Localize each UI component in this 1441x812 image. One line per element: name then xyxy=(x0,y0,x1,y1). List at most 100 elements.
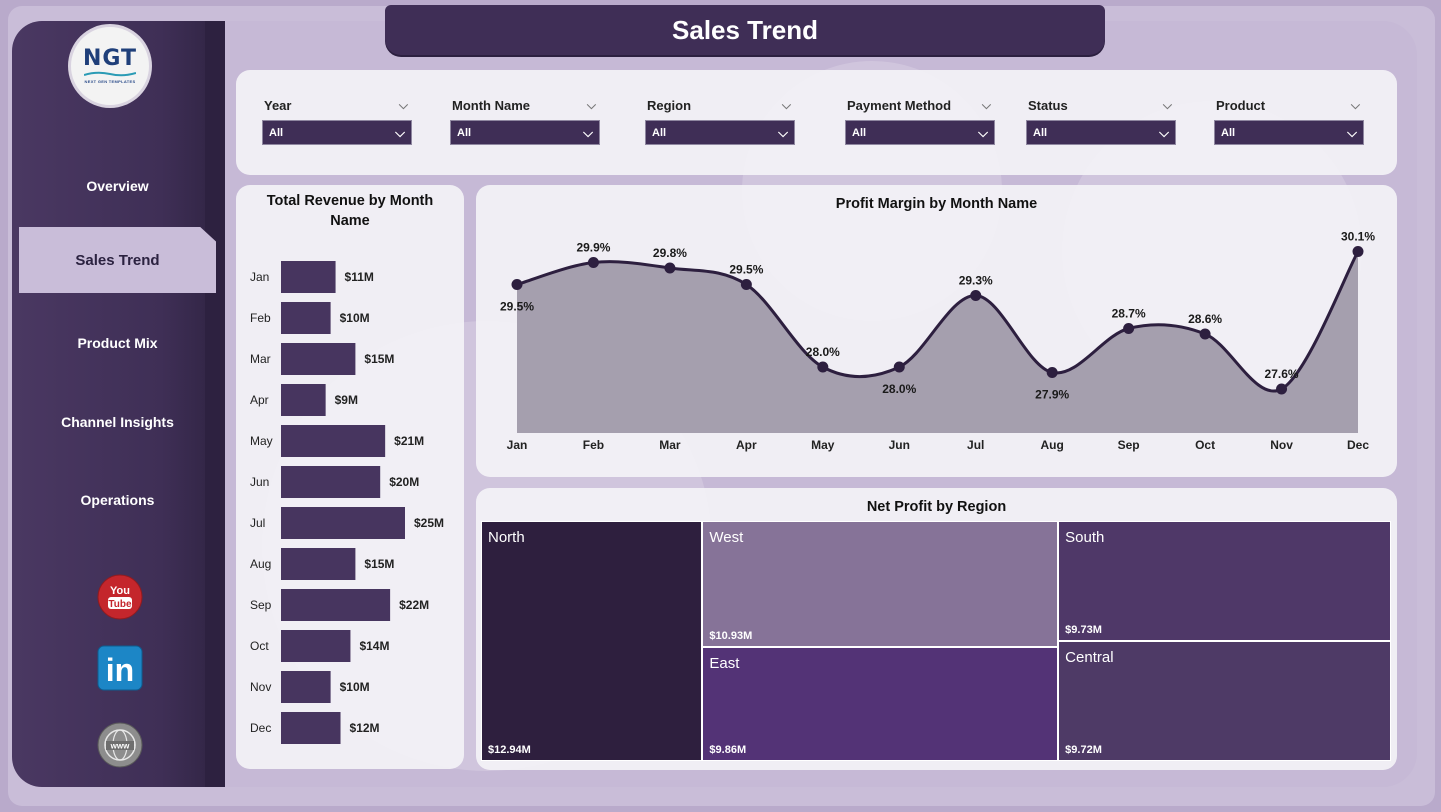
data-label: $15M xyxy=(364,352,394,366)
bar-mar[interactable] xyxy=(281,343,356,375)
chevron-down-icon[interactable]: ⌵ xyxy=(1350,97,1360,112)
net-profit-treemap: North $12.94M West $10.93M East $9.86M South $9… xyxy=(481,521,1391,761)
tick-label: Jan xyxy=(250,270,269,284)
data-label: 29.9% xyxy=(576,241,610,255)
data-label: 27.6% xyxy=(1265,367,1299,381)
point-may[interactable] xyxy=(817,361,829,373)
chevron-down-icon: ⌵ xyxy=(395,124,405,140)
bar-nov[interactable] xyxy=(281,671,331,703)
dropdown-value: All xyxy=(1221,126,1236,139)
bar-may[interactable] xyxy=(281,425,386,457)
chevron-down-icon[interactable]: ⌵ xyxy=(1162,97,1172,112)
data-label: $25M xyxy=(414,516,444,530)
chevron-down-icon[interactable]: ⌵ xyxy=(981,97,991,112)
logo[interactable]: NGT NEXT GEN TEMPLATES xyxy=(71,27,149,105)
nav-item-label: Product Mix xyxy=(77,335,158,351)
point-apr[interactable] xyxy=(740,279,752,290)
bar-aug[interactable] xyxy=(281,548,356,580)
filter-label: Status xyxy=(1028,97,1068,113)
globe-text: www xyxy=(110,742,130,751)
chevron-down-icon: ⌵ xyxy=(1347,124,1357,140)
bar-jan[interactable] xyxy=(281,261,336,293)
treemap-label: West xyxy=(709,529,744,546)
treemap-label: North xyxy=(488,529,525,546)
bar-oct[interactable] xyxy=(281,630,351,662)
chevron-down-icon[interactable]: ⌵ xyxy=(586,97,596,112)
point-mar[interactable] xyxy=(664,262,676,274)
filter-panel: Year ⌵ All ⌵ Month Name ⌵ All ⌵ Region ⌵ All ⌵… xyxy=(236,70,1397,175)
point-oct[interactable] xyxy=(1199,328,1211,340)
treemap-cell-south[interactable]: South $9.73M xyxy=(1058,521,1391,642)
dropdown-value: All xyxy=(1033,126,1048,139)
profit-margin-area-chart: 29.5% Jan 29.9% Feb 29.8% Mar 29.5% Apr 28.0% May… xyxy=(500,230,1375,453)
bar-sep[interactable] xyxy=(281,589,391,621)
year-dropdown[interactable]: All ⌵ xyxy=(262,120,412,145)
tick-label: Nov xyxy=(1270,438,1293,452)
treemap-label: South xyxy=(1065,529,1105,546)
chevron-down-icon[interactable]: ⌵ xyxy=(398,97,408,112)
bar-feb[interactable] xyxy=(281,302,331,334)
nav-item-product-mix[interactable]: Product Mix xyxy=(19,310,216,376)
point-jan[interactable] xyxy=(511,279,523,290)
tick-label: Dec xyxy=(1347,438,1369,452)
region-dropdown[interactable]: All ⌵ xyxy=(645,120,795,145)
globe-icon[interactable]: www xyxy=(97,722,143,768)
bar-jul[interactable] xyxy=(281,507,405,539)
treemap-cell-east[interactable]: East $9.86M xyxy=(702,647,1059,761)
filter-label: Year xyxy=(264,97,292,113)
page-title: Sales Trend xyxy=(672,14,818,45)
bar-apr[interactable] xyxy=(281,384,326,416)
tick-label: May xyxy=(250,434,273,448)
product-dropdown[interactable]: All ⌵ xyxy=(1214,120,1364,145)
nav-item-operations[interactable]: Operations xyxy=(19,467,216,533)
tick-label: Nov xyxy=(250,680,271,694)
filter-label: Payment Method xyxy=(847,97,952,113)
treemap-cell-north[interactable]: North $12.94M xyxy=(481,521,703,761)
nav-item-overview[interactable]: Overview xyxy=(19,153,216,219)
tick-label: Feb xyxy=(250,311,271,325)
data-label: 29.5% xyxy=(500,300,534,314)
filter-label: Month Name xyxy=(452,97,530,113)
chevron-down-icon: ⌵ xyxy=(778,124,788,140)
treemap-cell-west[interactable]: West $10.93M xyxy=(702,521,1059,648)
filter-region: Region ⌵ All ⌵ xyxy=(645,95,795,145)
nav-item-channel-insights[interactable]: Channel Insights xyxy=(19,389,216,455)
payment-method-dropdown[interactable]: All ⌵ xyxy=(845,120,995,145)
point-nov[interactable] xyxy=(1276,383,1288,395)
nav-item-label: Overview xyxy=(86,178,149,194)
point-jun[interactable] xyxy=(893,361,905,373)
filter-month-name: Month Name ⌵ All ⌵ xyxy=(450,95,600,145)
data-label: $9M xyxy=(335,393,358,407)
data-label: 29.3% xyxy=(959,274,993,288)
treemap-label: Central xyxy=(1065,649,1114,667)
data-label: $20M xyxy=(389,475,419,489)
month-name-dropdown[interactable]: All ⌵ xyxy=(450,120,600,145)
nav-item-sales-trend[interactable]: Sales Trend xyxy=(19,227,216,293)
point-dec[interactable] xyxy=(1352,246,1364,257)
tick-label: Oct xyxy=(1195,438,1215,452)
filter-year: Year ⌵ All ⌵ xyxy=(262,95,412,145)
bar-dec[interactable] xyxy=(281,712,341,744)
data-label: 29.5% xyxy=(729,263,763,277)
tick-label: Aug xyxy=(250,557,271,571)
tick-label: Oct xyxy=(250,639,269,653)
data-label: $12M xyxy=(350,721,380,735)
point-feb[interactable] xyxy=(587,257,599,268)
net-profit-chart-card: Net Profit by Region North $12.94M West $10… xyxy=(476,488,1397,770)
status-dropdown[interactable]: All ⌵ xyxy=(1026,120,1176,145)
treemap-cell-central[interactable]: Central $9.72M xyxy=(1058,641,1391,761)
tick-label: Sep xyxy=(1118,438,1140,452)
tick-label: Jun xyxy=(250,475,269,489)
chevron-down-icon[interactable]: ⌵ xyxy=(781,97,791,112)
dropdown-value: All xyxy=(457,126,472,139)
bar-jun[interactable] xyxy=(281,466,381,498)
point-jul[interactable] xyxy=(970,290,982,301)
filter-label: Region xyxy=(647,97,692,113)
youtube-icon[interactable]: You Tube xyxy=(97,574,143,620)
youtube-text-top: You xyxy=(110,585,130,597)
data-label: 28.7% xyxy=(1112,307,1146,321)
linkedin-icon[interactable]: in xyxy=(97,645,143,691)
profit-margin-chart-card: Profit Margin by Month Name 29.5% Jan 29.9… xyxy=(476,185,1397,477)
point-sep[interactable] xyxy=(1123,323,1135,334)
point-aug[interactable] xyxy=(1046,367,1058,378)
